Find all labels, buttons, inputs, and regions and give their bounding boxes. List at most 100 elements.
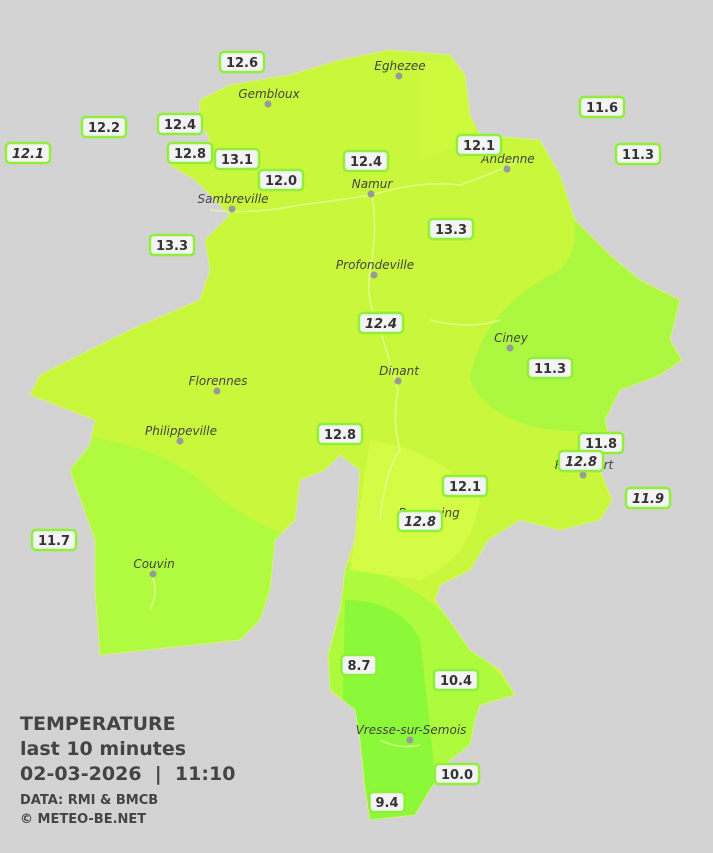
town-label: Eghezee — [374, 59, 425, 73]
station: 12.1 — [441, 474, 489, 498]
station-value: 12.8 — [404, 515, 436, 530]
station-box — [396, 509, 444, 533]
station-box — [614, 142, 662, 166]
town: Florennes — [189, 374, 248, 395]
station-value: 13.3 — [156, 239, 188, 254]
station: 12.8 — [316, 422, 364, 446]
town: Ciney — [494, 331, 529, 352]
station: 12.6 — [218, 50, 266, 74]
legend-datetime: 02-03-2026 | 11:10 — [20, 763, 235, 785]
station-box — [433, 762, 481, 786]
station-value: 12.6 — [226, 56, 258, 71]
station: 12.2 — [80, 115, 128, 139]
town-dot — [395, 72, 403, 80]
station: 12.4 — [156, 112, 204, 136]
station: 12.4 — [357, 311, 405, 335]
station: 11.8 — [577, 431, 625, 455]
station-value: 11.3 — [622, 148, 654, 163]
town-label: Florennes — [189, 374, 248, 388]
station-box — [455, 133, 503, 157]
station: 12.4 — [342, 149, 390, 173]
station-box — [156, 112, 204, 136]
station-box — [342, 149, 390, 173]
station-box — [441, 474, 489, 498]
town-label: Couvin — [133, 557, 174, 571]
station-value: 12.4 — [365, 317, 397, 332]
station-box — [357, 311, 405, 335]
town-label: Gembloux — [238, 87, 300, 101]
station-box — [557, 449, 605, 473]
station-box — [526, 356, 574, 380]
station-value: 12.1 — [449, 480, 481, 495]
station: 10.4 — [432, 668, 480, 692]
station: 11.3 — [526, 356, 574, 380]
station-value: 8.7 — [347, 659, 370, 674]
town-dot — [506, 344, 514, 352]
legend: TEMPERATURE last 10 minutes 02-03-2026 |… — [20, 713, 235, 827]
station-box — [340, 653, 378, 677]
town: Philippeville — [145, 424, 217, 445]
town: Gembloux — [238, 87, 301, 108]
town-dot — [406, 736, 414, 744]
station-value: 13.1 — [221, 153, 253, 168]
station-box — [432, 668, 480, 692]
town-label: Profondeville — [336, 258, 414, 272]
station: 11.7 — [30, 528, 78, 552]
town: Vresse-sur-Semois — [356, 723, 466, 744]
station-value: 11.3 — [534, 362, 566, 377]
station-box — [148, 233, 196, 257]
station-box — [578, 95, 626, 119]
town-label: Philippeville — [145, 424, 217, 438]
station: 13.1 — [213, 147, 261, 171]
town: Dinant — [379, 364, 420, 385]
town-label: Namur — [352, 177, 394, 191]
station-value: 12.1 — [12, 147, 44, 162]
town: Namur — [352, 177, 394, 198]
station-box — [368, 790, 406, 814]
town-dot — [370, 271, 378, 279]
station-value: 11.9 — [632, 492, 664, 507]
station-value: 12.0 — [265, 174, 297, 189]
town-dot — [176, 437, 184, 445]
town-dot — [213, 387, 221, 395]
station-value: 12.4 — [164, 118, 196, 133]
town-dot — [579, 471, 587, 479]
town-dot — [367, 190, 375, 198]
station-value: 10.0 — [441, 768, 473, 783]
station-box — [30, 528, 78, 552]
station: 13.3 — [148, 233, 196, 257]
station-value: 13.3 — [435, 223, 467, 238]
station-box — [213, 147, 261, 171]
station-box — [166, 141, 214, 165]
station-value: 12.8 — [565, 455, 597, 470]
town-dot — [394, 377, 402, 385]
station-value: 12.1 — [463, 139, 495, 154]
legend-copyright: © METEO-BE.NET — [20, 812, 146, 827]
station-value: 11.6 — [586, 101, 618, 116]
town-dot — [264, 100, 272, 108]
station: 12.0 — [257, 168, 305, 192]
station: 12.1 — [4, 141, 52, 165]
station-box — [257, 168, 305, 192]
station-box — [4, 141, 52, 165]
station-value: 11.8 — [585, 437, 617, 452]
station: 12.1 — [455, 133, 503, 157]
station-box — [316, 422, 364, 446]
town-dot — [228, 205, 236, 213]
station: 9.4 — [368, 790, 406, 814]
station: 11.6 — [578, 95, 626, 119]
town-label: Dinant — [379, 364, 420, 378]
station-box — [427, 217, 475, 241]
station-value: 11.7 — [38, 534, 70, 549]
legend-title: TEMPERATURE — [20, 713, 176, 735]
station: 12.8 — [557, 449, 605, 473]
station-box — [218, 50, 266, 74]
station-value: 9.4 — [375, 796, 398, 811]
town: Sambreville — [197, 192, 269, 213]
legend-subtitle: last 10 minutes — [20, 738, 186, 760]
station-value: 12.2 — [88, 121, 120, 136]
legend-source: DATA: RMI & BMCB — [20, 793, 158, 808]
station: 10.0 — [433, 762, 481, 786]
station-value: 12.4 — [350, 155, 382, 170]
